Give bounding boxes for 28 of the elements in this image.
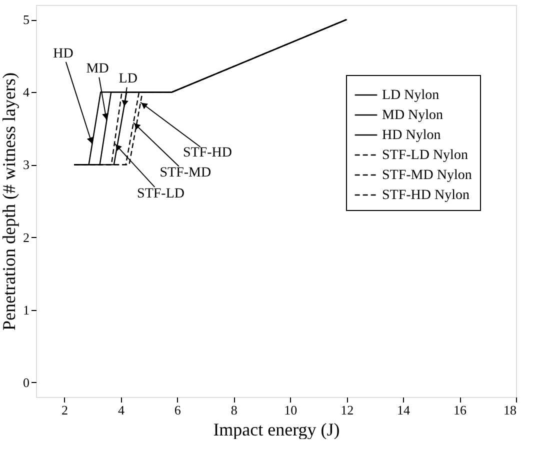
y-tick-label: 1 [23, 302, 30, 318]
annotation: STF-MD [160, 166, 212, 181]
legend-label: STF-MD Nylon [382, 168, 472, 183]
legend-label: MD Nylon [382, 108, 444, 123]
annotation: LD [118, 71, 138, 86]
y-tick-label: 0 [23, 374, 30, 390]
y-axis-title: Penetration depth (# witness layers) [0, 72, 19, 330]
annotation: MD [86, 61, 109, 76]
y-tick-label: 4 [23, 84, 30, 100]
x-tick-label: 12 [340, 402, 354, 418]
x-tick-label: 4 [118, 402, 125, 418]
x-tick-label: 8 [230, 402, 238, 418]
y-tick-label: 2 [23, 230, 30, 245]
y-tick-label: 3 [23, 157, 30, 172]
legend-label: LD Nylon [382, 88, 440, 103]
x-tick-label: 14 [397, 402, 411, 418]
y-tick-label: 5 [23, 12, 30, 28]
x-tick-label: 6 [174, 402, 182, 418]
x-tick-label: 10 [284, 402, 298, 418]
annotation: STF-LD [137, 186, 185, 202]
annotation: HD [53, 46, 74, 62]
legend-label: STF-HD Nylon [382, 188, 470, 203]
x-tick-label: 2 [61, 402, 68, 418]
x-tick-label: 16 [454, 402, 468, 418]
x-tick-label: 18 [504, 402, 516, 418]
legend-label: HD Nylon [382, 128, 441, 143]
annotation: STF-HD [182, 145, 232, 160]
legend-label: STF-LD Nylon [382, 148, 468, 163]
